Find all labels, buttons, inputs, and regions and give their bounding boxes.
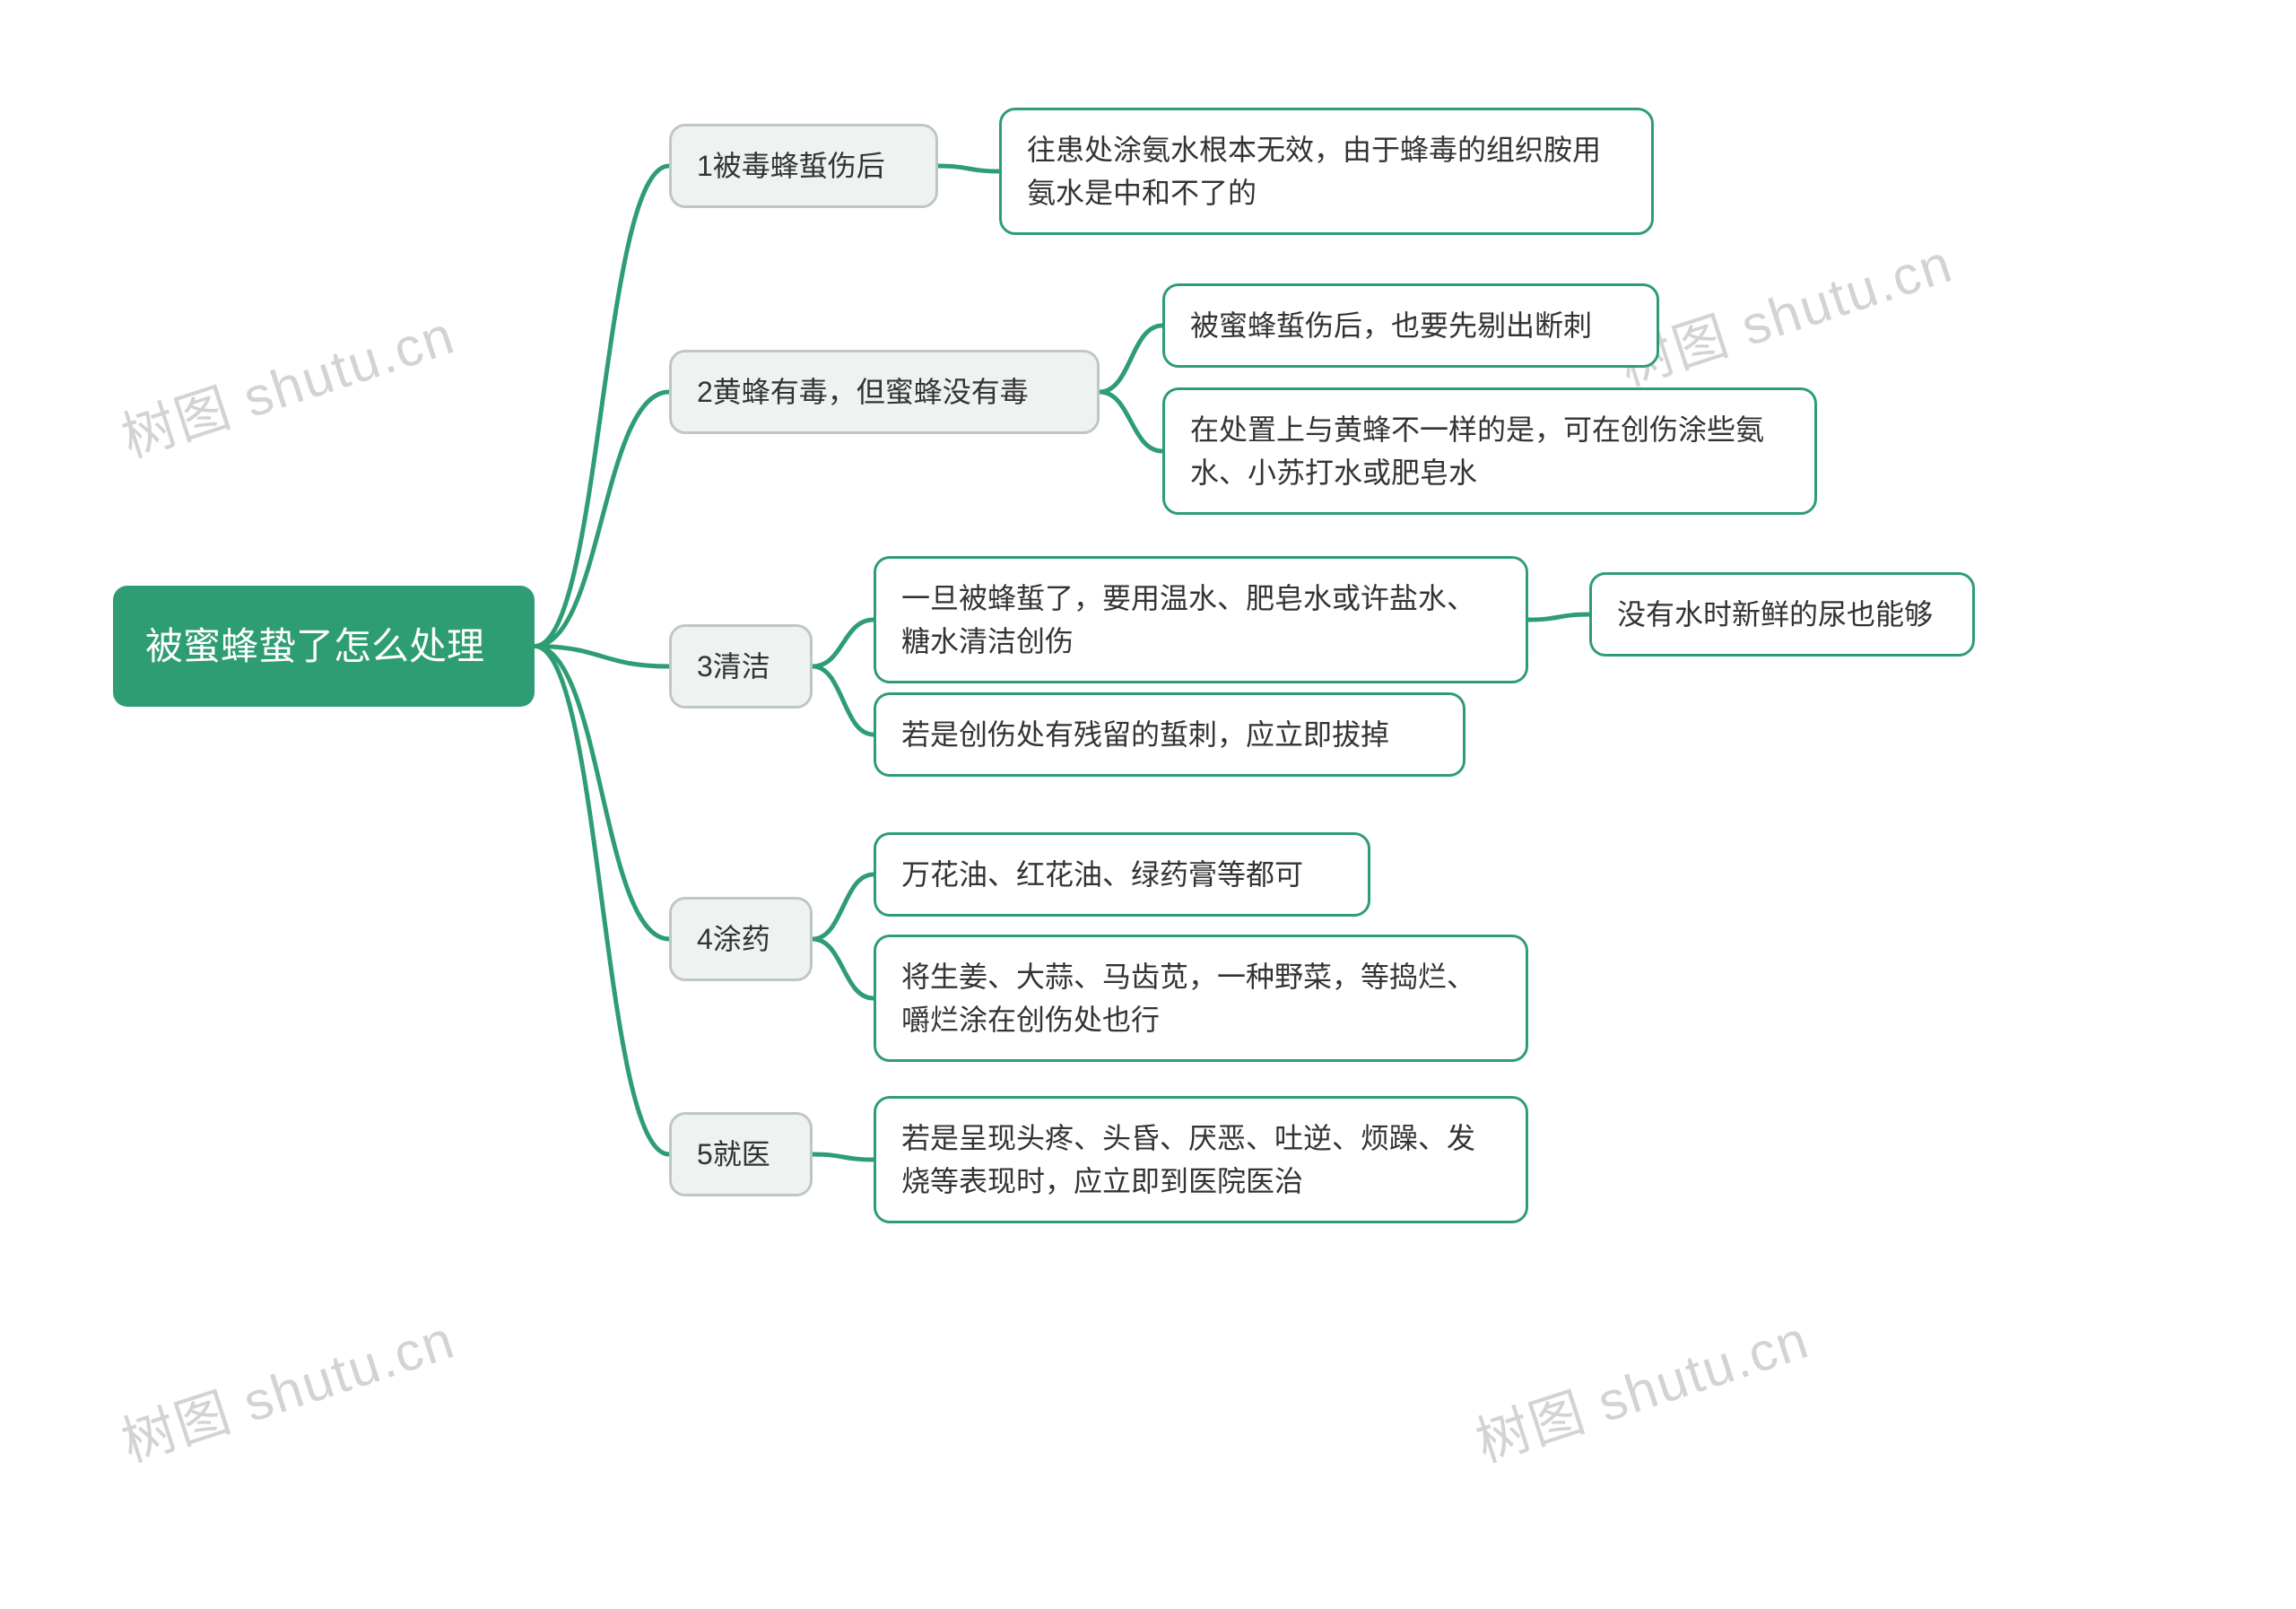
watermark: 树图 shutu.cn [110, 1296, 464, 1477]
mindmap-canvas: 树图 shutu.cn 树图 shutu.cn 树图 shutu.cn 树图 s… [0, 0, 2296, 1609]
branch-3-child-2[interactable]: 若是创伤处有残留的蜇刺，应立即拔掉 [874, 692, 1465, 777]
watermark: 树图 shutu.cn [1465, 1296, 1818, 1477]
branch-4[interactable]: 4涂药 [669, 897, 813, 981]
branch-1[interactable]: 1被毒蜂蜇伤后 [669, 124, 938, 208]
branch-3-child-1-sub[interactable]: 没有水时新鲜的尿也能够 [1589, 572, 1975, 657]
branch-5-child-1[interactable]: 若是呈现头疼、头昏、厌恶、吐逆、烦躁、发烧等表现时，应立即到医院医治 [874, 1096, 1528, 1223]
root-node[interactable]: 被蜜蜂蛰了怎么处理 [113, 586, 535, 707]
branch-1-child-1[interactable]: 往患处涂氨水根本无效，由于蜂毒的组织胺用氨水是中和不了的 [999, 108, 1654, 235]
watermark: 树图 shutu.cn [1608, 220, 1961, 401]
branch-2[interactable]: 2黄蜂有毒，但蜜蜂没有毒 [669, 350, 1100, 434]
branch-3-child-1[interactable]: 一旦被蜂蜇了，要用温水、肥皂水或许盐水、糖水清洁创伤 [874, 556, 1528, 683]
branch-2-child-2[interactable]: 在处置上与黄蜂不一样的是，可在创伤涂些氨水、小苏打水或肥皂水 [1162, 387, 1817, 515]
branch-2-child-1[interactable]: 被蜜蜂蜇伤后，也要先剔出断刺 [1162, 283, 1659, 368]
watermark: 树图 shutu.cn [110, 291, 464, 473]
branch-3[interactable]: 3清洁 [669, 624, 813, 709]
branch-4-child-2[interactable]: 将生姜、大蒜、马齿苋，一种野菜，等捣烂、嚼烂涂在创伤处也行 [874, 935, 1528, 1062]
branch-5[interactable]: 5就医 [669, 1112, 813, 1196]
branch-4-child-1[interactable]: 万花油、红花油、绿药膏等都可 [874, 832, 1370, 917]
